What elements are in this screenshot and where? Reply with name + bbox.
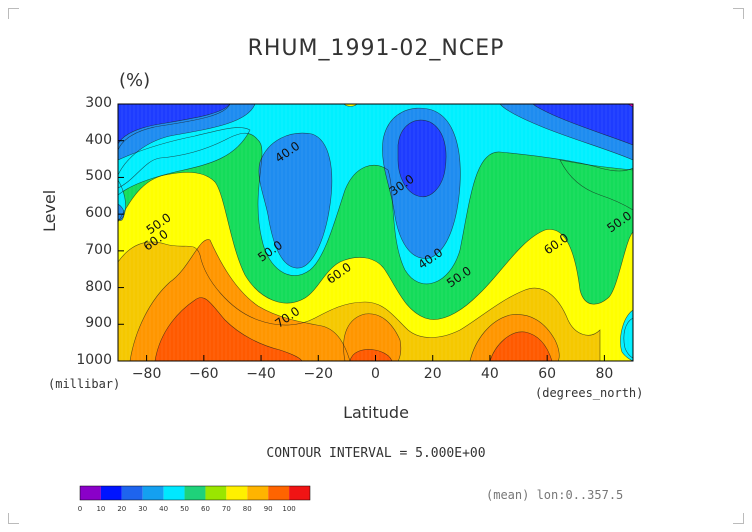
y-tick-label: 800 <box>85 278 112 295</box>
corner-mark-bl <box>8 513 19 524</box>
colorbar-swatch <box>247 486 269 500</box>
x-tick-label: 40 <box>481 366 499 382</box>
contour-line <box>382 107 461 259</box>
corner-mark-tr <box>733 8 744 19</box>
colorbar-swatch <box>163 486 185 500</box>
x-axis-label: Latitude <box>343 403 409 422</box>
fill-orange-center <box>343 313 401 361</box>
contour-line <box>118 172 633 361</box>
contour-interval-text: CONTOUR INTERVAL = 5.000E+00 <box>266 446 486 461</box>
colorbar-swatch <box>268 486 290 500</box>
y-tick-label: 600 <box>85 205 112 222</box>
contour-line <box>489 331 553 361</box>
contour-line <box>129 239 351 361</box>
fill-blue-left-column <box>258 133 332 269</box>
colorbar-label: 0 <box>77 505 83 513</box>
fill-cyan-right-edge <box>620 310 633 361</box>
contour-line <box>118 104 231 151</box>
contour-line <box>397 119 447 198</box>
x-axis-units: (degrees_north) <box>535 386 644 400</box>
units-label: (%) <box>119 70 151 91</box>
contour-line <box>154 297 303 361</box>
colorbar-label: 90 <box>263 505 273 513</box>
colorbar-label: 70 <box>221 505 231 513</box>
contour-line <box>469 314 560 361</box>
contour-line <box>118 104 256 176</box>
fill-green-right-lobe <box>560 160 633 210</box>
y-tick-label: 700 <box>85 241 112 258</box>
contour-line <box>349 349 393 361</box>
fill-blue-left-edge <box>118 204 125 221</box>
fill-red-orange-right <box>490 331 552 361</box>
x-tick-label: 60 <box>538 366 557 382</box>
contour-line <box>623 317 633 359</box>
corner-mark-br <box>733 513 744 524</box>
chart-title: RHUM_1991-02_NCEP <box>247 36 505 61</box>
colorbar-swatch <box>121 486 143 500</box>
fill-deep-blue-top-left-core <box>118 104 230 144</box>
fill-cyan-left-lobe <box>118 127 250 195</box>
contour-line <box>532 104 633 146</box>
y-tick-label: 300 <box>85 95 112 111</box>
colorbar-frame <box>79 485 311 501</box>
mean-text: (mean) lon:0..357.5 <box>486 488 624 502</box>
contour-line <box>559 159 633 211</box>
y-axis-units: (millibar) <box>48 377 121 391</box>
contour-line <box>118 241 601 361</box>
x-tick-label: −80 <box>131 366 162 382</box>
colorbar-swatch <box>100 486 122 500</box>
contour-line <box>258 132 333 269</box>
contour-line <box>627 104 633 108</box>
x-tick-label: 0 <box>371 366 380 382</box>
colorbar-label: 40 <box>159 505 169 513</box>
y-tick-label: 1000 <box>76 352 112 368</box>
fill-deep-blue-top-right-core <box>533 104 633 145</box>
contour-line <box>499 104 633 161</box>
colorbar-label: 10 <box>96 505 106 513</box>
colorbar-swatch <box>184 486 206 500</box>
colorbar-label: 100 <box>282 505 296 513</box>
fill-red-orange-center <box>350 349 392 361</box>
colorbar-swatch <box>226 486 248 500</box>
fill-red-orange-left <box>155 297 302 361</box>
x-tick-label: 20 <box>423 366 442 382</box>
y-tick-label: 500 <box>85 168 112 185</box>
x-tick-label: −20 <box>303 366 334 382</box>
x-tick-label: −40 <box>246 366 276 382</box>
contour-line <box>118 132 633 361</box>
colorbar-label: 30 <box>138 505 148 513</box>
fill-deep-blue-right-core <box>398 120 447 197</box>
colorbar-swatch <box>80 486 101 500</box>
x-tick-label: −60 <box>189 366 219 382</box>
colorbar-swatch <box>289 486 310 500</box>
colorbar-label: 50 <box>180 505 189 513</box>
contour-line <box>118 127 251 196</box>
y-tick-label: 900 <box>85 315 112 332</box>
colorbar-swatch <box>142 486 164 500</box>
contour-line <box>118 104 231 145</box>
corner-mark-tl <box>8 8 19 19</box>
y-tick-label: 400 <box>85 131 112 148</box>
colorbar-label: 80 <box>242 505 252 513</box>
colorbar-swatch <box>205 486 227 500</box>
x-tick-label: 80 <box>595 366 614 382</box>
contour-line <box>343 313 402 361</box>
colorbar-label: 60 <box>200 505 210 513</box>
colorbar-label: 20 <box>117 505 127 513</box>
